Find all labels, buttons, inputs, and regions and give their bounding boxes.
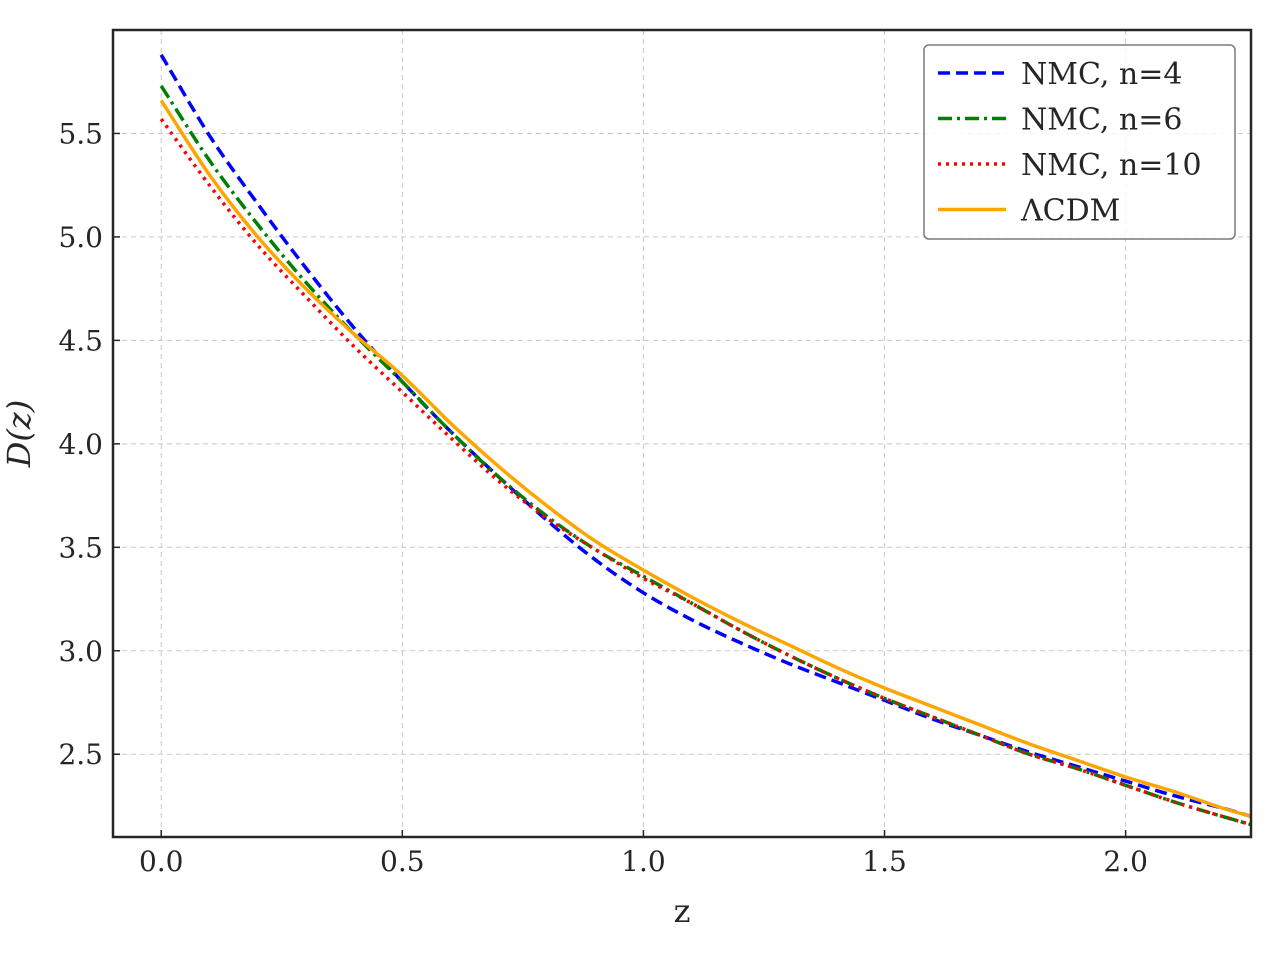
x-tick-label: 1.0 (621, 845, 666, 878)
series-line-3 (159, 117, 1251, 827)
x-tick-label: 1.5 (862, 845, 907, 878)
y-tick-label: 3.0 (58, 635, 103, 668)
y-tick-label: 3.5 (58, 531, 103, 564)
y-tick-label: 5.0 (58, 221, 103, 254)
x-tick-label: 0.0 (139, 845, 184, 878)
legend: NMC, n=4 NMC, n=6 NMC, n=10 ΛCDM (923, 44, 1236, 240)
y-axis-label: D(z) (0, 400, 38, 468)
x-tick-label: 0.5 (380, 845, 425, 878)
y-tick-label: 5.5 (58, 117, 103, 150)
series-line-4 (159, 99, 1251, 818)
legend-label: NMC, n=6 (1021, 103, 1182, 138)
tick-labels: 0.0 0.5 1.0 1.5 2.0 2.5 3.0 3.5 4.0 4.5 5.0 5.5 (58, 117, 1147, 878)
series-layer (159, 53, 1251, 827)
y-tick-label: 4.0 (58, 428, 103, 461)
y-tick-label: 4.5 (58, 324, 103, 357)
legend-label: ΛCDM (1020, 194, 1120, 229)
x-tick-label: 2.0 (1103, 845, 1148, 878)
legend-label: NMC, n=10 (1021, 148, 1202, 183)
y-tick-label: 2.5 (58, 738, 103, 771)
series-line-1 (159, 53, 1251, 818)
legend-box (923, 44, 1236, 240)
ticks (113, 132, 1127, 837)
legend-label: NMC, n=4 (1021, 57, 1182, 92)
x-axis-label: z (674, 892, 691, 930)
plot-frame (111, 28, 1253, 839)
grid (113, 30, 1251, 837)
